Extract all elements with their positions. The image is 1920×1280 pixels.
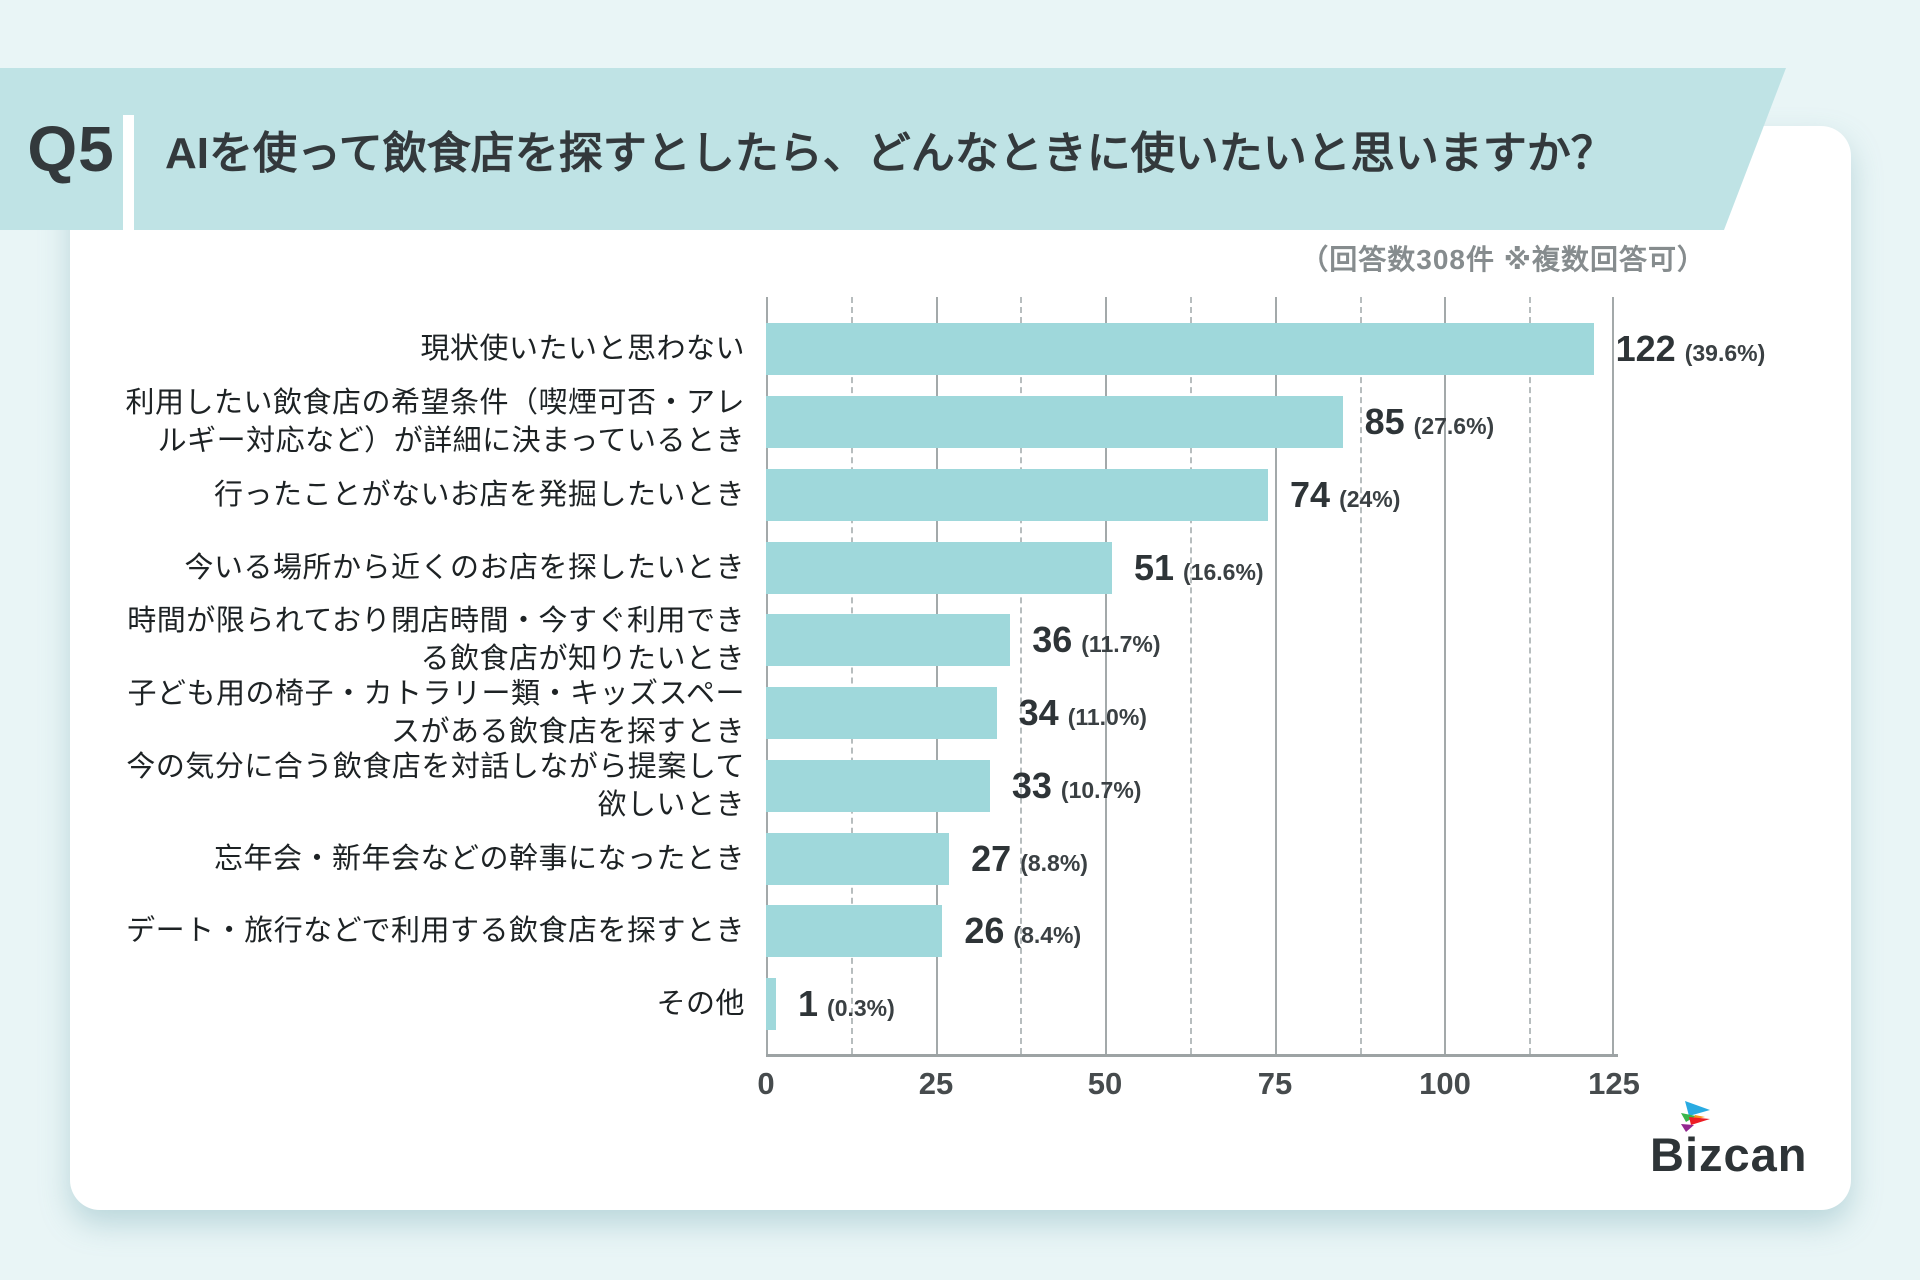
value-label: 34 (11.0%)	[1019, 692, 1147, 734]
table-row: 子ども用の椅子・カトラリー類・キッズスペースがある飲食店を探すとき 34 (11…	[120, 677, 1810, 750]
table-row: 現状使いたいと思わない 122 (39.6%)	[120, 313, 1810, 386]
bar	[766, 541, 1112, 594]
table-row: デート・旅行などで利用する飲食店を探すとき 26 (8.4%)	[120, 895, 1810, 968]
x-tick-0: 0	[757, 1066, 775, 1101]
value-label: 122 (39.6%)	[1616, 328, 1766, 370]
value-percent: (27.6%)	[1413, 413, 1495, 440]
x-tick-50: 50	[1087, 1066, 1123, 1101]
category-label: その他	[656, 988, 745, 1021]
plot-area	[766, 297, 1614, 1054]
page-title: AIを使って飲食店を探すとしたら、どんなときに使いたいと思いますか？	[165, 129, 1615, 178]
value-percent: (10.7%)	[1060, 776, 1142, 803]
bizcan-flag-icon	[1681, 1101, 1710, 1132]
category-label: 子ども用の椅子・カトラリー類・キッズスペースがある飲食店を探すとき	[127, 678, 745, 749]
gridline-50	[1105, 297, 1107, 1054]
value-percent: (24%)	[1339, 485, 1401, 512]
bar-track: 26 (8.4%)	[766, 905, 1614, 958]
gridline-25	[936, 297, 938, 1054]
value-number: 85	[1364, 401, 1405, 443]
table-row: 忘年会・新年会などの幹事になったとき 27 (8.8%)	[120, 822, 1810, 895]
gridline-125	[1612, 297, 1614, 1054]
bar-rows: 現状使いたいと思わない 122 (39.6%) 利用したい飲食店の希望条件（喫煙…	[120, 313, 1810, 1041]
gridline-75	[1275, 297, 1277, 1054]
value-percent: (11.7%)	[1081, 631, 1161, 658]
bar	[766, 978, 776, 1031]
gridline-100	[1444, 297, 1446, 1054]
question-number: Q5	[27, 113, 115, 185]
category-label: 今いる場所から近くのお店を探したいとき	[184, 551, 745, 584]
value-number: 1	[798, 983, 819, 1025]
category-label: 利用したい飲食店の希望条件（喫煙可否・アレルギー対応など）が詳細に決まっていると…	[125, 387, 745, 458]
value-label: 33 (10.7%)	[1012, 765, 1142, 807]
value-percent: (39.6%)	[1684, 340, 1766, 367]
x-tick-75: 75	[1257, 1066, 1293, 1101]
value-number: 51	[1133, 546, 1175, 588]
bar-track: 34 (11.0%)	[766, 687, 1614, 740]
bar-track: 33 (10.7%)	[766, 759, 1614, 812]
bar	[766, 323, 1594, 376]
value-label: 51 (16.6%)	[1134, 547, 1264, 589]
value-percent: (0.3%)	[827, 995, 895, 1022]
value-label: 1 (0.3%)	[798, 983, 895, 1025]
x-axis-line	[766, 1054, 1618, 1057]
table-row: 利用したい飲食店の希望条件（喫煙可否・アレルギー対応など）が詳細に決まっていると…	[120, 386, 1810, 459]
table-row: その他 1 (0.3%)	[120, 968, 1810, 1041]
gridline-12-5	[851, 297, 853, 1054]
bar	[766, 905, 943, 958]
category-label: 行ったことがないお店を発掘したいとき	[213, 478, 745, 511]
bar-track: 36 (11.7%)	[766, 614, 1614, 667]
value-label: 26 (8.4%)	[964, 910, 1081, 952]
value-number: 27	[971, 837, 1012, 879]
table-row: 今の気分に合う飲食店を対話しながら提案して欲しいとき 33 (10.7%)	[120, 750, 1810, 823]
value-label: 74 (24%)	[1290, 474, 1400, 516]
x-tick-25: 25	[918, 1066, 954, 1101]
x-tick-125: 125	[1588, 1066, 1640, 1101]
gridline-0	[766, 297, 768, 1054]
question-header-band: Q5 AIを使って飲食店を探すとしたら、どんなときに使いたいと思いますか？	[0, 68, 1786, 230]
table-row: 行ったことがないお店を発掘したいとき 74 (24%)	[120, 459, 1810, 532]
bar-track: 27 (8.8%)	[766, 832, 1614, 885]
content-card	[70, 126, 1851, 1210]
value-percent: (8.8%)	[1020, 849, 1088, 876]
bar	[766, 759, 990, 812]
bar	[766, 396, 1343, 449]
value-label: 27 (8.8%)	[971, 838, 1088, 880]
bar-track: 1 (0.3%)	[766, 978, 1614, 1031]
category-label: 時間が限られており閉店時間・今すぐ利用できる飲食店が知りたいとき	[127, 605, 745, 676]
category-label: デート・旅行などで利用する飲食店を探すとき	[126, 915, 745, 948]
value-percent: (16.6%)	[1183, 558, 1264, 585]
value-number: 36	[1032, 619, 1073, 661]
value-number: 33	[1011, 764, 1052, 806]
value-label: 85 (27.6%)	[1365, 401, 1495, 443]
bar-track: 74 (24%)	[766, 468, 1614, 521]
value-number: 74	[1290, 473, 1331, 515]
table-row: 時間が限られており閉店時間・今すぐ利用できる飲食店が知りたいとき 36 (11.…	[120, 604, 1810, 677]
value-percent: (11.0%)	[1067, 704, 1147, 731]
gridline-112-5	[1529, 297, 1531, 1054]
x-tick-100: 100	[1419, 1066, 1471, 1101]
bar-track: 122 (39.6%)	[766, 323, 1765, 376]
bar	[766, 468, 1269, 521]
brand-name: Bizcan	[1650, 1128, 1808, 1181]
gridline-87-5	[1360, 297, 1362, 1054]
gridline-62-5	[1190, 297, 1192, 1054]
value-label: 36 (11.7%)	[1032, 619, 1160, 661]
response-count-note: （回答数308件 ※複数回答可）	[1300, 244, 1706, 275]
table-row: 今いる場所から近くのお店を探したいとき 51 (16.6%)	[120, 531, 1810, 604]
category-label: 現状使いたいと思わない	[420, 333, 745, 366]
bar	[766, 687, 997, 740]
value-number: 122	[1615, 328, 1676, 370]
bar	[766, 832, 950, 885]
bar-track: 85 (27.6%)	[766, 396, 1614, 449]
brand-logo: Bizcan	[1650, 1101, 1850, 1183]
gridline-37-5	[1020, 297, 1022, 1054]
header-divider	[123, 115, 134, 230]
category-label: 忘年会・新年会などの幹事になったとき	[213, 842, 745, 875]
value-number: 26	[964, 910, 1005, 952]
bar	[766, 614, 1011, 667]
value-number: 34	[1018, 692, 1059, 734]
bar-track: 51 (16.6%)	[766, 541, 1614, 594]
value-percent: (8.4%)	[1013, 922, 1082, 949]
category-label: 今の気分に合う飲食店を対話しながら提案して欲しいとき	[126, 750, 745, 821]
